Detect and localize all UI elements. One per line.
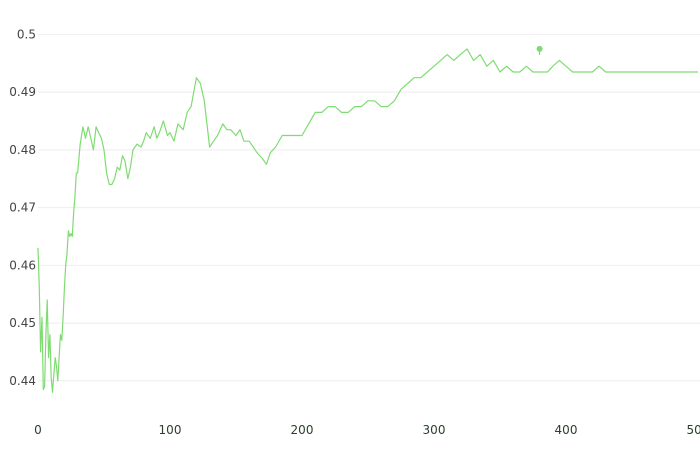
x-tick-label: 400 <box>555 423 578 437</box>
y-tick-label: 0.44 <box>9 374 36 388</box>
x-tick-label: 100 <box>159 423 182 437</box>
x-tick-label: 200 <box>291 423 314 437</box>
y-tick-label: 0.46 <box>9 258 36 272</box>
y-tick-label: 0.47 <box>9 201 36 215</box>
plot-area <box>37 45 698 393</box>
y-tick-label: 0.48 <box>9 143 36 157</box>
y-tick-label: 0.49 <box>9 85 36 99</box>
y-tick-label: 0.45 <box>9 316 36 330</box>
series-line <box>37 48 698 393</box>
y-axis-ticks: 0.44 0.45 0.46 0.47 0.48 0.49 0.5 <box>9 27 36 387</box>
grid-lines <box>38 33 700 382</box>
x-tick-label: 500 <box>687 423 700 437</box>
x-tick-label: 300 <box>423 423 446 437</box>
x-tick-label: 0 <box>34 423 42 437</box>
x-axis-ticks: 0 100 200 300 400 500 <box>34 423 700 437</box>
peak-marker <box>536 45 543 52</box>
y-tick-label: 0.5 <box>17 27 36 41</box>
